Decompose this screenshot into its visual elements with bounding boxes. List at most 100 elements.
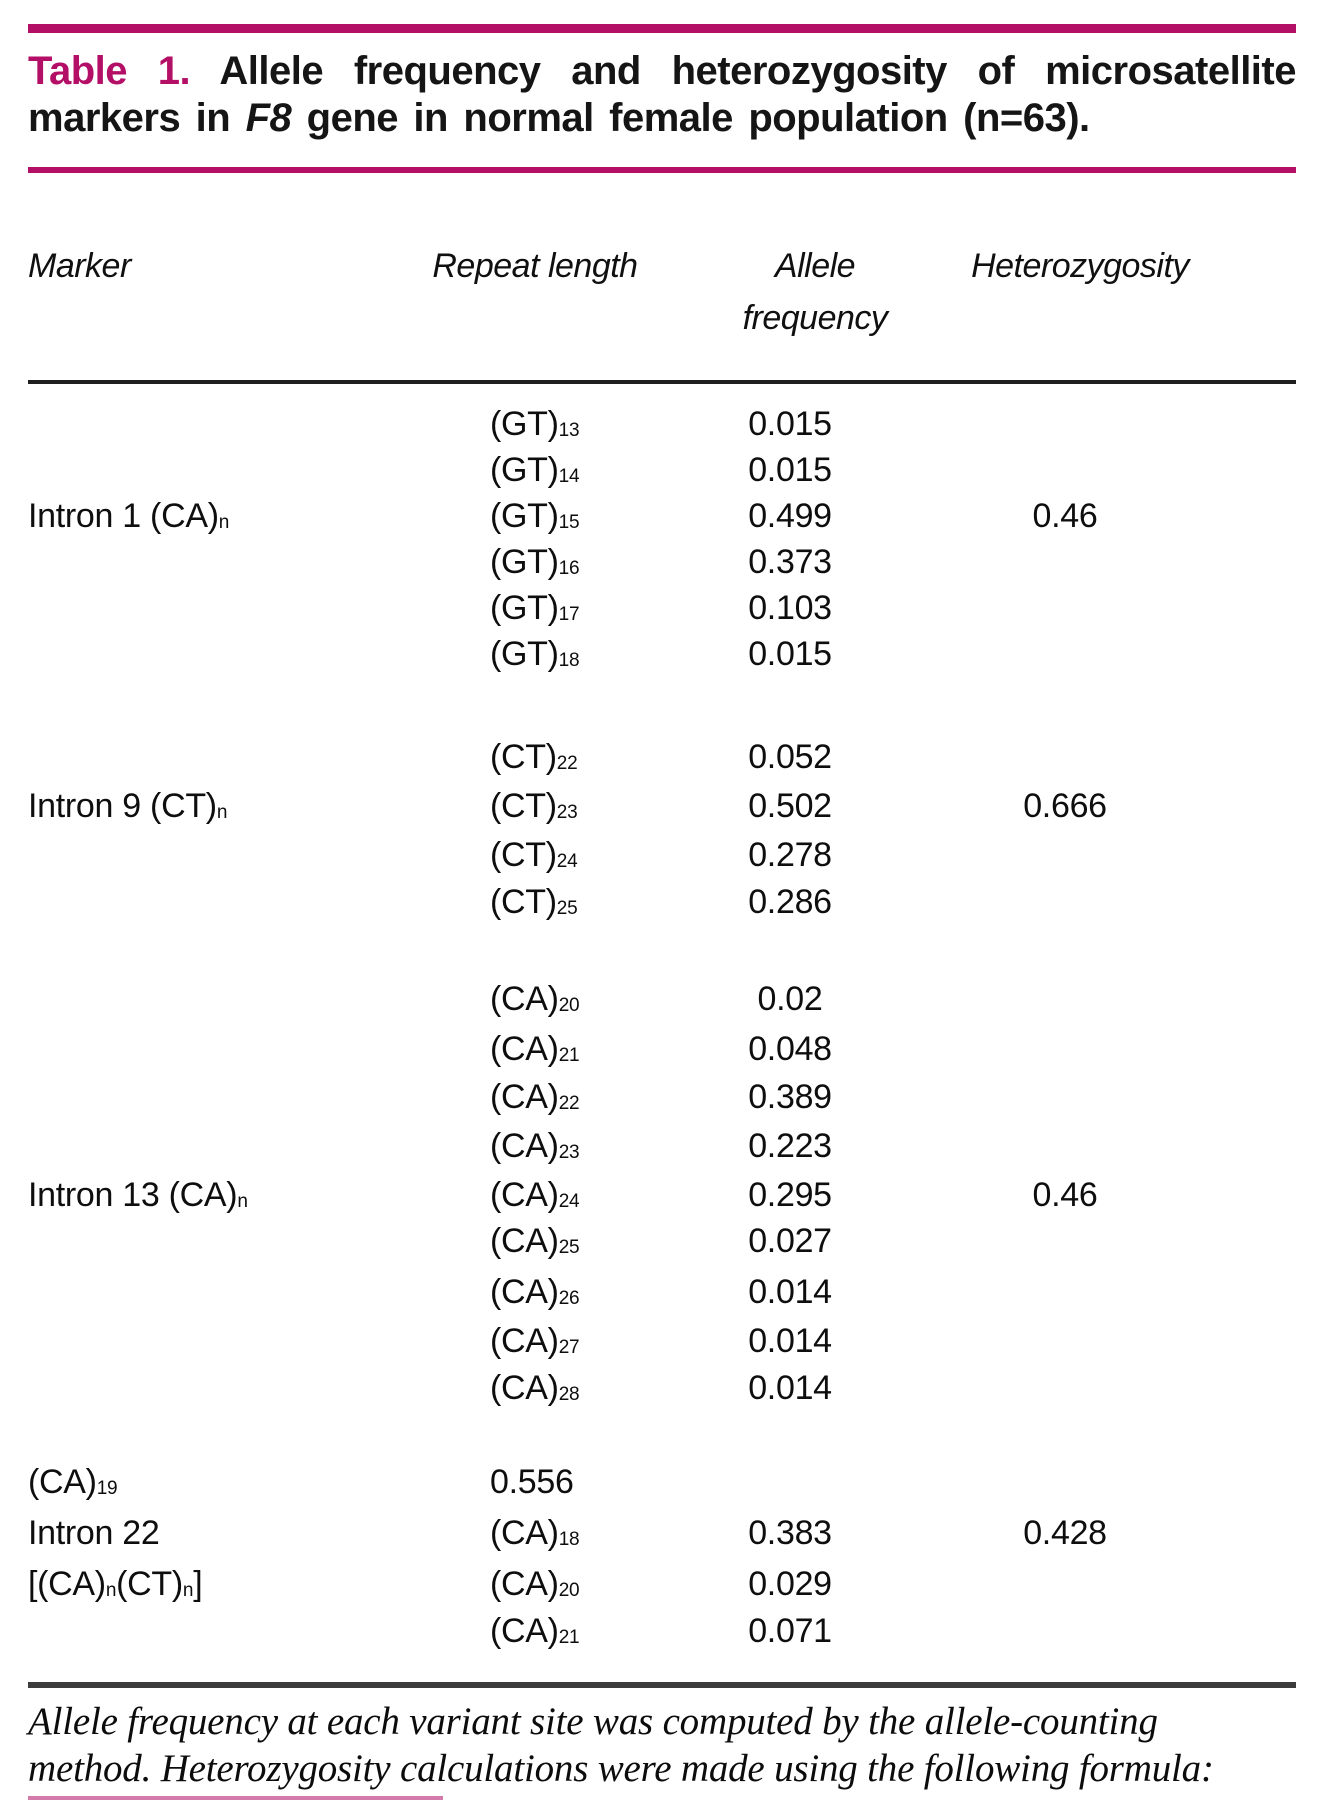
marker-cell: [28, 834, 468, 876]
repeat-length-cell: (GT)13: [490, 405, 580, 443]
heterozygosity-cell: [945, 1271, 1185, 1313]
column-header-allele-frequency-line2: frequency: [742, 299, 888, 337]
allele-frequency-cell: 0.502: [748, 787, 832, 825]
heterozygosity-cell: 0.666: [1023, 787, 1107, 825]
marker-cell: [28, 1367, 468, 1409]
repeat-length-cell: (CT)24: [490, 836, 578, 874]
marker-cell: [28, 881, 468, 923]
table-row: (CA)22 0.389: [0, 1076, 1325, 1118]
table-title-line2: markers in F8 gene in normal female popu…: [28, 96, 1090, 140]
repeat-length-cell: (CA)21: [490, 1612, 580, 1650]
marker-cell: [28, 736, 468, 778]
marker-cell: [28, 541, 468, 583]
table-row: (CT)24 0.278: [0, 834, 1325, 876]
allele-frequency-cell: 0.389: [748, 1078, 832, 1116]
table-row: (CA)23 0.223: [0, 1125, 1325, 1167]
allele-frequency-cell: 0.499: [748, 497, 832, 535]
allele-frequency-cell: 0.027: [748, 1222, 832, 1260]
heterozygosity-cell: [945, 978, 1185, 1020]
allele-frequency-cell: 0.015: [748, 451, 832, 489]
table-row: (CT)25 0.286: [0, 881, 1325, 923]
allele-frequency-cell: 0.278: [748, 836, 832, 874]
table-row: (CA)26 0.014: [0, 1271, 1325, 1313]
allele-frequency-cell: 0.103: [748, 589, 832, 627]
heterozygosity-cell: [945, 1125, 1185, 1167]
table-row: Intron 9 (CT)n (CT)23 0.502 0.666: [0, 785, 1325, 827]
table-row: (CA)19 0.556: [0, 1461, 1325, 1503]
heterozygosity-cell: [945, 541, 1185, 583]
allele-frequency-cell: 0.223: [748, 1127, 832, 1165]
repeat-length-cell: (CA)22: [490, 1078, 580, 1116]
repeat-length-cell: (GT)14: [490, 451, 580, 489]
allele-frequency-cell: 0.383: [748, 1514, 832, 1552]
repeat-length-cell: (CA)25: [490, 1222, 580, 1260]
allele-frequency-cell: 0.015: [748, 405, 832, 443]
marker-cell: [28, 1320, 468, 1362]
marker-cell: Intron 22: [28, 1514, 160, 1552]
table-row: (CA)20 0.02: [0, 978, 1325, 1020]
table-row: (CA)21 0.071: [0, 1610, 1325, 1652]
column-header-repeat-length: Repeat length: [432, 247, 638, 285]
heterozygosity-cell: [945, 1076, 1185, 1118]
table-row: (CA)21 0.048: [0, 1028, 1325, 1070]
repeat-length-cell: (CA)26: [490, 1273, 580, 1311]
allele-frequency-cell: [680, 1461, 900, 1503]
repeat-length-cell: (CA)18: [490, 1514, 580, 1552]
marker-cell: Intron 9 (CT)n: [28, 787, 228, 825]
heterozygosity-cell: 0.46: [1032, 1176, 1098, 1214]
top-accent-rule: [28, 24, 1296, 33]
allele-frequency-cell: 0.295: [748, 1176, 832, 1214]
repeat-length-cell: (CA)21: [490, 1030, 580, 1068]
repeat-length-cell: (CT)23: [490, 787, 578, 825]
table-row: (GT)16 0.373: [0, 541, 1325, 583]
table-title: Table 1. Allele frequency and heterozygo…: [28, 48, 1296, 142]
heterozygosity-cell: [945, 449, 1185, 491]
table-row: (GT)18 0.015: [0, 633, 1325, 675]
repeat-length-cell: 0.556: [490, 1463, 574, 1501]
table-row: Intron 13 (CA)n (CA)24 0.295 0.46: [0, 1174, 1325, 1216]
repeat-length-cell: (GT)18: [490, 635, 580, 673]
marker-cell: Intron 1 (CA)n: [28, 497, 230, 535]
column-header-allele-frequency-line1: Allele: [774, 247, 856, 285]
table-row: Intron 22 (CA)18 0.383 0.428: [0, 1512, 1325, 1554]
heterozygosity-cell: [945, 1461, 1185, 1503]
repeat-length-cell: (GT)17: [490, 589, 580, 627]
table-row: (CA)28 0.014: [0, 1367, 1325, 1409]
marker-cell: [28, 449, 468, 491]
repeat-length-cell: (GT)16: [490, 543, 580, 581]
marker-cell: [28, 1220, 468, 1262]
allele-frequency-cell: 0.014: [748, 1273, 832, 1311]
repeat-length-cell: (CA)28: [490, 1369, 580, 1407]
repeat-length-cell: (CA)23: [490, 1127, 580, 1165]
table-row: (GT)14 0.015: [0, 449, 1325, 491]
heterozygosity-cell: [945, 834, 1185, 876]
marker-cell: [28, 978, 468, 1020]
allele-frequency-cell: 0.015: [748, 635, 832, 673]
marker-cell: [28, 1028, 468, 1070]
marker-cell: [28, 1125, 468, 1167]
table-row: [(CA)n(CT)n] (CA)20 0.029: [0, 1563, 1325, 1605]
allele-frequency-cell: 0.029: [748, 1565, 832, 1603]
allele-frequency-cell: 0.048: [748, 1030, 832, 1068]
marker-cell: Intron 13 (CA)n: [28, 1176, 248, 1214]
repeat-length-cell: (CT)22: [490, 738, 578, 776]
heterozygosity-cell: [945, 1563, 1185, 1605]
allele-frequency-cell: 0.052: [748, 738, 832, 776]
footnote-line1: Allele frequency at each variant site wa…: [28, 1700, 1158, 1743]
header-divider-rule: [28, 380, 1296, 384]
table-footnote: Allele frequency at each variant site wa…: [28, 1698, 1300, 1792]
heterozygosity-cell: [945, 1220, 1185, 1262]
column-header-marker: Marker: [28, 247, 131, 285]
allele-frequency-cell: 0.014: [748, 1369, 832, 1407]
marker-cell: [28, 1271, 468, 1313]
allele-frequency-cell: 0.02: [757, 980, 823, 1018]
title-divider-rule: [28, 167, 1296, 173]
table-row: (CA)27 0.014: [0, 1320, 1325, 1362]
allele-frequency-cell: 0.071: [748, 1612, 832, 1650]
marker-cell: [28, 1076, 468, 1118]
allele-frequency-cell: 0.014: [748, 1322, 832, 1360]
heterozygosity-cell: 0.428: [1023, 1514, 1107, 1552]
marker-cell: (CA)19: [28, 1463, 118, 1501]
footnote-line2: method. Heterozygosity calculations were…: [28, 1747, 1214, 1790]
